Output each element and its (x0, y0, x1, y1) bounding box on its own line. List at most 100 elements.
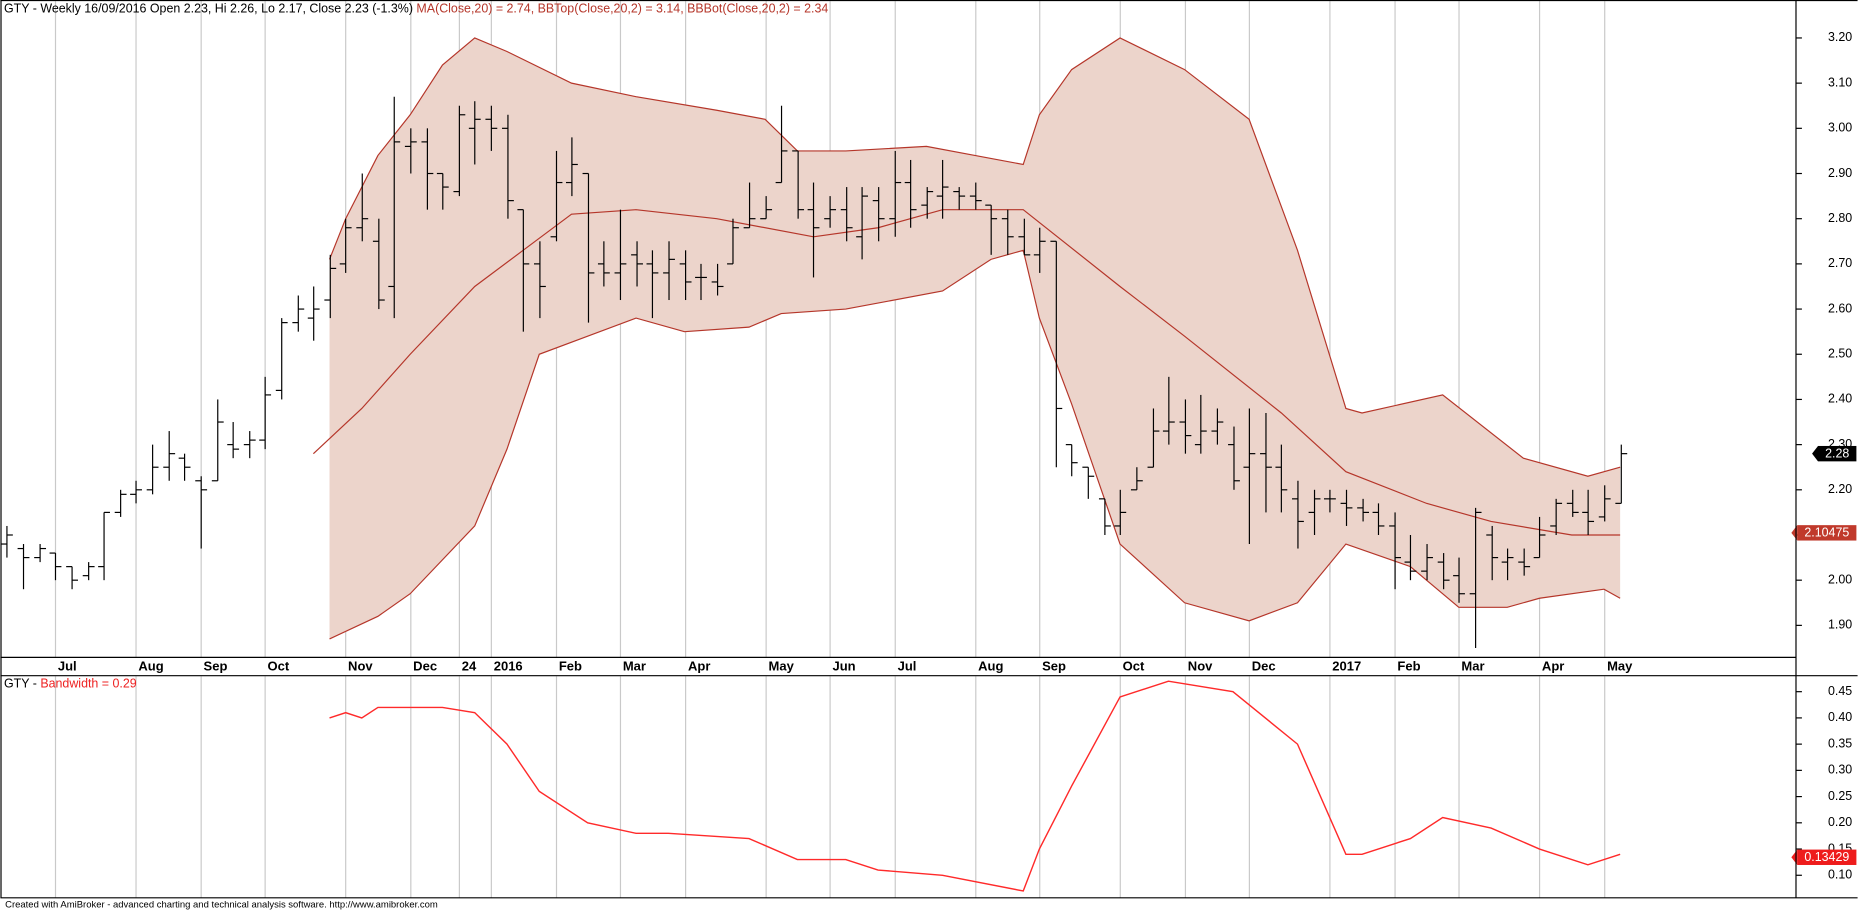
ohlc-bar (1340, 489, 1353, 526)
ohlc-bar (468, 101, 481, 165)
x-tick-label: Mar (1461, 658, 1484, 673)
x-tick-label: Aug (138, 658, 163, 673)
ohlc-bar (1598, 485, 1611, 522)
ohlc-bar (727, 218, 739, 265)
y-tick-label: 2.80 (1828, 211, 1852, 225)
x-tick-label: Sep (204, 658, 228, 673)
ohlc-bar (824, 196, 837, 228)
panel-title: GTY - Weekly 16/09/2016 Open 2.23, Hi 2.… (4, 2, 828, 16)
ohlc-bar (1469, 507, 1482, 648)
bb-bot-line (329, 249, 1621, 640)
title-part: GTY - Weekly 16/09/2016 Open 2.23, Hi 2.… (4, 2, 416, 16)
x-tick-label: Apr (688, 658, 710, 673)
ohlc-bar (1050, 240, 1063, 468)
ohlc-bar (1001, 209, 1014, 255)
x-tick-label: Nov (348, 658, 373, 673)
value-marker (1797, 525, 1857, 541)
ohlc-bar (743, 182, 756, 229)
ohlc-bar (1147, 408, 1160, 468)
ohlc-bar (904, 159, 917, 228)
ohlc-bar (1389, 512, 1401, 590)
ohlc-bar (792, 150, 805, 219)
ohlc-bar (307, 286, 320, 341)
title-part: Bandwidth = 0.29 (40, 677, 136, 691)
ohlc-bar (1082, 466, 1095, 499)
title-part: GTY - (4, 677, 40, 691)
ohlc-bar (1308, 489, 1321, 535)
ohlc-bar (1550, 498, 1563, 535)
x-tick-label: Sep (1042, 658, 1066, 673)
ohlc-bar (1421, 544, 1433, 581)
ohlc-bar (82, 562, 95, 581)
y-tick-label: 2.50 (1828, 347, 1852, 361)
x-tick-label: 2017 (1332, 658, 1361, 673)
ohlc-bar (1260, 412, 1272, 513)
ohlc-bar (1501, 548, 1514, 581)
ohlc-bar (1065, 444, 1078, 477)
ohlc-bar (259, 376, 272, 450)
ohlc-bar (1566, 489, 1579, 517)
ohlc-bar (178, 453, 191, 481)
value-marker (1817, 445, 1857, 462)
ohlc-bar (34, 544, 47, 563)
x-tick-label: Jun (832, 658, 855, 673)
ohlc-bar (195, 476, 208, 549)
value-marker-arrow (1812, 445, 1818, 462)
ohlc-bar (211, 399, 224, 482)
ohlc-bar (453, 105, 466, 197)
x-tick-label: Aug (978, 658, 1003, 673)
x-tick-label: Oct (268, 658, 290, 673)
x-tick-label: Jul (898, 658, 917, 673)
ohlc-bar (243, 431, 256, 459)
ohlc-bar (1211, 408, 1224, 445)
ohlc-bar (1357, 498, 1370, 522)
ohlc-bar (953, 187, 966, 210)
ohlc-bar (695, 263, 707, 301)
x-tick-label: Jul (58, 658, 77, 673)
ohlc-bar (17, 544, 30, 590)
ohlc-bar (597, 241, 610, 287)
ohlc-bar (372, 218, 385, 310)
ohlc-bar (711, 263, 724, 296)
ohlc-bar (404, 128, 417, 174)
ohlc-bar (775, 105, 788, 184)
ohlc-bar (889, 150, 902, 237)
ohlc-bar (1404, 534, 1417, 581)
value-marker-label: 0.13429 (1804, 850, 1849, 864)
bb-top-line (328, 37, 1621, 477)
ohlc-bar (663, 241, 675, 301)
ohlc-bar (275, 318, 288, 400)
title-part: BBBot(Close,20,2) = 2.34 (687, 2, 828, 16)
ohlc-bar (550, 150, 563, 242)
y-tick-label: 2.60 (1828, 301, 1852, 315)
ohlc-bar (985, 204, 998, 255)
ohlc-bar (1243, 408, 1256, 545)
ohlc-bar (1292, 480, 1304, 549)
y-tick-label: 0.40 (1828, 710, 1852, 724)
y-tick-label: 0.35 (1828, 736, 1852, 750)
ohlc-bar (533, 241, 546, 319)
ohlc-bar (1533, 516, 1546, 559)
ohlc-bar (485, 105, 498, 151)
ohlc-bar (760, 196, 773, 220)
ohlc-bar (356, 173, 369, 242)
ohlc-bar (1162, 376, 1175, 445)
value-marker-label: 2.28 (1825, 447, 1849, 461)
ohlc-bar (324, 254, 337, 319)
x-tick-label: Mar (623, 658, 646, 673)
y-tick-label: 2.00 (1828, 572, 1852, 586)
panel-title: GTY - Bandwidth = 0.29 (4, 677, 137, 691)
x-tick-label: Oct (1123, 658, 1145, 673)
ohlc-bar (1615, 444, 1628, 504)
ohlc-bar (1130, 467, 1143, 491)
ohlc-bar (840, 187, 853, 242)
y-tick-label: 1.90 (1828, 618, 1852, 632)
ohlc-bar (292, 295, 305, 332)
ohlc-bar (1372, 503, 1385, 535)
ohlc-bar (936, 159, 949, 219)
y-tick-label: 2.70 (1828, 256, 1852, 270)
ohlc-bar (872, 187, 885, 242)
ohlc-bar (807, 182, 820, 278)
ohlc-bar (631, 241, 643, 287)
